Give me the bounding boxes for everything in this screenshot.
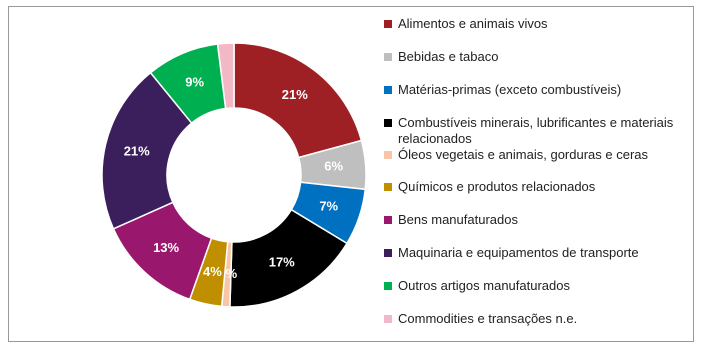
legend-swatch <box>384 53 392 61</box>
legend-item: Combustíveis minerais, lubrificantes e m… <box>384 115 694 147</box>
legend-swatch <box>384 315 392 323</box>
legend-swatch <box>384 20 392 28</box>
legend-item: Outros artigos manufaturados <box>384 278 570 294</box>
legend-label: Matérias-primas (exceto combustíveis) <box>398 82 622 97</box>
legend-label: Bebidas e tabaco <box>398 49 499 64</box>
data-label: 13% <box>153 240 179 255</box>
legend-item: Maquinaria e equipamentos de transporte <box>384 245 639 261</box>
chart-frame <box>8 6 694 342</box>
data-label: 21% <box>124 143 150 158</box>
legend-swatch <box>384 119 392 127</box>
data-label: 6% <box>324 159 343 174</box>
data-label: 21% <box>282 87 308 102</box>
legend-label: Maquinaria e equipamentos de transporte <box>398 245 639 260</box>
donut-slice <box>216 42 235 110</box>
legend-swatch <box>384 86 392 94</box>
legend-swatch <box>384 151 392 159</box>
legend-label: Óleos vegetais e animais, gorduras e cer… <box>398 147 649 162</box>
legend-item: Óleos vegetais e animais, gorduras e cer… <box>384 147 648 163</box>
legend-item: Matérias-primas (exceto combustíveis) <box>384 82 621 98</box>
legend-label: Outros artigos manufaturados <box>398 278 570 293</box>
legend-label: Commodities e transações n.e. <box>398 311 578 326</box>
legend-label: Alimentos e animais vivos <box>398 16 548 31</box>
data-label: 4% <box>203 264 222 279</box>
legend-item: Bens manufaturados <box>384 212 518 228</box>
legend-label: Químicos e produtos relacionados <box>398 179 596 194</box>
data-label: 9% <box>185 75 204 90</box>
data-label: 17% <box>269 254 295 269</box>
legend-swatch <box>384 183 392 191</box>
legend-swatch <box>384 249 392 257</box>
legend-label: Bens manufaturados <box>398 212 518 227</box>
data-label: 7% <box>319 199 338 214</box>
legend-label: Combustíveis minerais, lubrificantes e m… <box>398 115 674 146</box>
legend-swatch <box>384 216 392 224</box>
donut-slice <box>233 42 363 159</box>
donut-slice <box>101 71 193 230</box>
legend-item: Alimentos e animais vivos <box>384 16 548 32</box>
legend-item: Químicos e produtos relacionados <box>384 179 595 195</box>
legend-item: Bebidas e tabaco <box>384 49 498 65</box>
legend-swatch <box>384 282 392 290</box>
legend-item: Commodities e transações n.e. <box>384 311 577 327</box>
